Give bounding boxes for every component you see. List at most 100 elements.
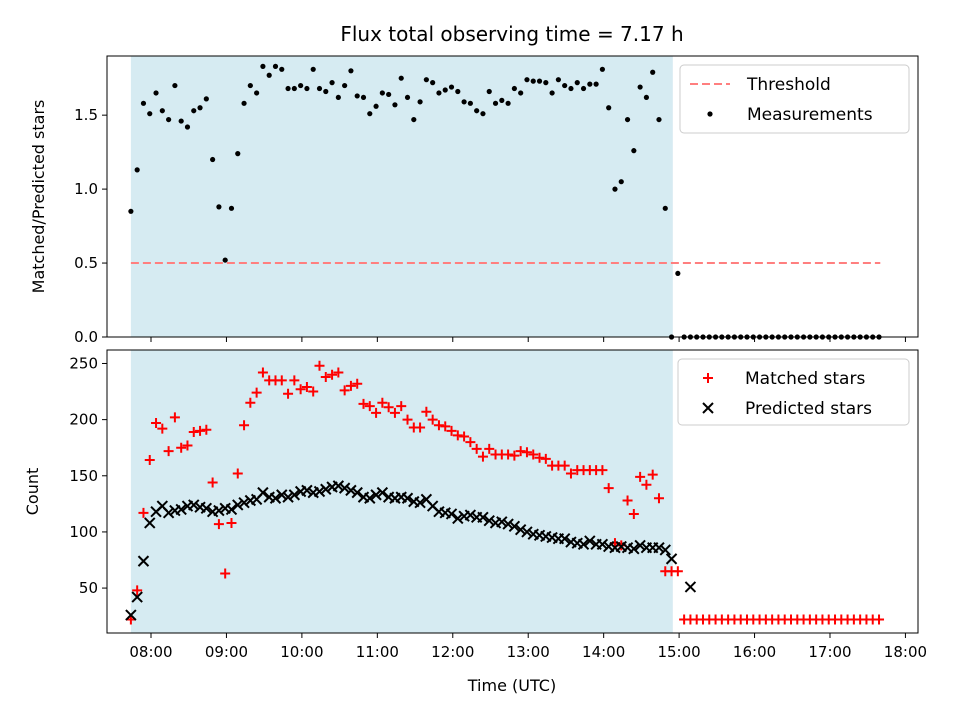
measurement-point (128, 208, 134, 214)
predicted-star-point (332, 480, 345, 492)
matched-star-point (421, 406, 432, 417)
measurement-point (637, 84, 643, 90)
ratio-panel: 0.0 0.5 1.0 1.5 Matched/Predicted stars Thres… (29, 55, 919, 346)
x-tick-label: 12:00 (431, 643, 474, 661)
y-tick-label: 1.5 (74, 106, 98, 124)
plot-frame (106, 349, 919, 634)
measurement-point (411, 116, 417, 123)
matched-star-point (653, 493, 664, 504)
series-matched-stars (125, 360, 885, 625)
predicted-star-point (584, 535, 596, 547)
measurement-point (184, 124, 191, 130)
matched-star-point (635, 471, 646, 482)
y-axis-label: Matched/Predicted stars (29, 100, 48, 294)
matched-star-point (220, 568, 231, 579)
matched-star-point (345, 380, 356, 391)
predicted-star-point (477, 511, 489, 524)
legend-matched-swatch (703, 373, 713, 383)
measurement-point (650, 69, 656, 75)
matched-star-point (207, 477, 218, 488)
measurement-point (291, 85, 297, 92)
measurement-point (624, 116, 631, 123)
measurement-point (197, 105, 203, 111)
predicted-star-point (521, 526, 533, 538)
measurement-point (518, 90, 524, 96)
matched-star-point (188, 426, 199, 437)
measurement-point (210, 156, 216, 163)
predicted-star-point (558, 532, 571, 545)
y-tick-label: 250 (69, 354, 98, 372)
x-tick-label: 11:00 (356, 643, 399, 661)
matched-star-point (383, 402, 394, 413)
measurement-point (417, 99, 423, 105)
predicted-star-point (213, 504, 225, 517)
matched-star-point (603, 483, 614, 494)
predicted-star-point (502, 518, 514, 530)
legend-measurements-swatch (707, 111, 713, 117)
y-axis-label: Count (23, 468, 42, 516)
x-tick-label: 15:00 (657, 643, 700, 661)
measurement-point (536, 78, 543, 84)
measurement-point (279, 66, 285, 72)
matched-star-point (289, 375, 300, 386)
measurement-point (134, 167, 140, 173)
measurement-point (272, 63, 279, 69)
predicted-star-point (577, 538, 590, 550)
measurement-point (360, 94, 367, 101)
matched-star-point (415, 422, 426, 433)
matched-star-point (283, 388, 294, 399)
measurement-point (159, 108, 165, 114)
matched-star-point (427, 414, 438, 425)
measurement-point (342, 82, 348, 89)
measurement-point (574, 80, 580, 86)
measurement-point (474, 108, 480, 114)
matched-star-point (257, 367, 268, 378)
matched-star-point (565, 468, 576, 479)
predicted-star-point (338, 482, 351, 494)
matched-star-point (157, 423, 168, 434)
matched-star-point (176, 442, 187, 453)
matched-star-point (169, 412, 180, 423)
matched-star-point (232, 468, 243, 479)
measurement-point (455, 88, 461, 95)
predicted-star-point (364, 492, 376, 504)
predicted-star-point (401, 492, 414, 504)
measurement-point (298, 82, 304, 89)
predicted-star-point (144, 517, 156, 529)
matched-star-point (358, 398, 369, 409)
measurement-point (499, 97, 505, 103)
x-tick-label: 09:00 (205, 643, 248, 661)
measurement-point (310, 66, 316, 72)
predicted-star-point (370, 489, 382, 501)
measurement-point (587, 81, 593, 87)
measurement-point (266, 72, 272, 78)
matched-star-point (471, 443, 482, 454)
measurement-point (467, 100, 473, 106)
predicted-star-point (596, 538, 609, 550)
matched-star-point (459, 431, 470, 442)
measurement-point (247, 82, 253, 89)
matched-star-point (440, 421, 451, 432)
y-tick-label: 100 (69, 523, 98, 541)
matched-star-point (213, 519, 224, 530)
matched-star-point (151, 417, 162, 428)
matched-star-point (352, 378, 363, 389)
measurement-point (254, 90, 260, 96)
matched-star-point (144, 455, 155, 466)
matched-star-point (195, 425, 206, 436)
matched-star-point (628, 508, 639, 519)
y-tick-label: 200 (69, 411, 98, 429)
measurement-point (191, 108, 197, 114)
measurement-point (304, 85, 310, 92)
measurement-point (524, 77, 530, 83)
predicted-star-point (232, 499, 244, 511)
matched-star-point (301, 382, 312, 393)
measurement-point (643, 94, 650, 101)
matched-star-point (239, 420, 250, 431)
measurement-point (662, 205, 668, 211)
measurement-point (178, 118, 184, 124)
matched-star-point (647, 469, 658, 480)
matched-star-point (515, 446, 526, 457)
x-axis-label: Time (UTC) (467, 676, 556, 695)
measurement-point (140, 100, 147, 106)
